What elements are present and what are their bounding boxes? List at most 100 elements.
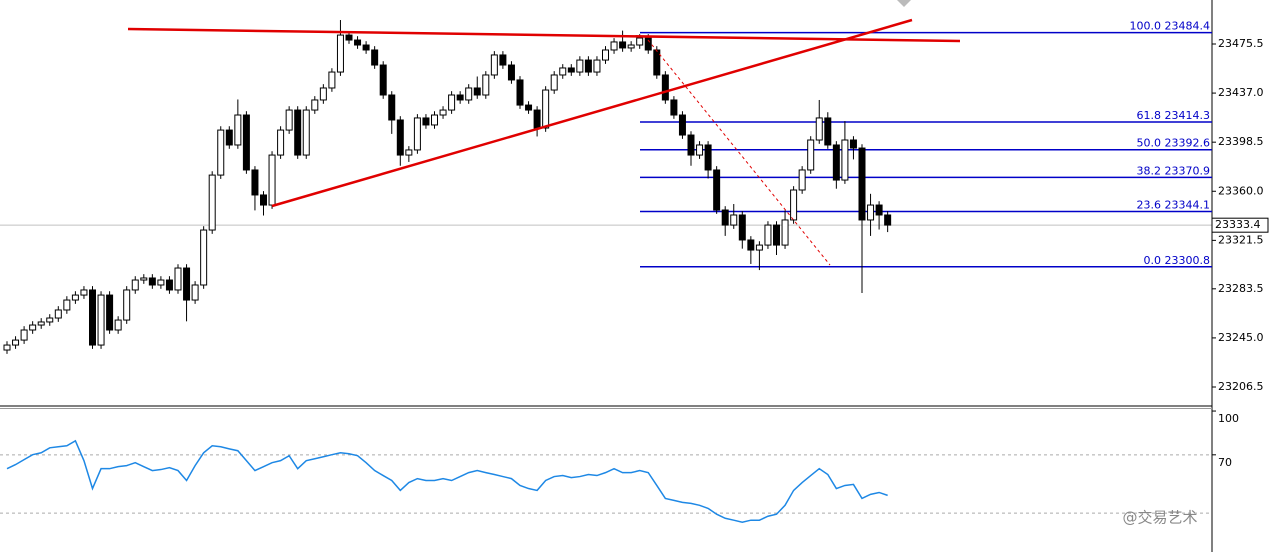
candle-body (807, 139, 815, 171)
candle-body (533, 109, 541, 129)
candle-body (490, 54, 498, 76)
candle-body (832, 144, 840, 181)
fib-label: 100.0 23484.4 (1130, 20, 1210, 33)
indicator-line (6, 439, 888, 524)
candle-body (388, 94, 396, 121)
candle-body (285, 109, 293, 131)
candle-body (336, 34, 344, 73)
candle-body (157, 279, 165, 286)
candle-body (29, 324, 37, 331)
candle-body (482, 74, 490, 96)
candle-body (54, 309, 62, 319)
candle-body (627, 44, 635, 49)
candle-body (670, 99, 678, 116)
candle-body (456, 94, 464, 101)
candle-body (525, 104, 533, 111)
candle-body (71, 294, 79, 301)
candle-body (687, 134, 695, 156)
candle-body (97, 294, 105, 346)
candle-body (704, 144, 712, 171)
current-price-box (1211, 217, 1269, 233)
candle-body (413, 117, 421, 151)
candle-body (277, 129, 285, 156)
y-tick-label: 23398.5 (1218, 135, 1264, 148)
trend-line (127, 27, 961, 43)
candle-body (225, 129, 233, 146)
candle-body (465, 87, 473, 101)
candle-body (183, 267, 191, 301)
candle-body (764, 224, 772, 246)
candle-body (208, 174, 216, 231)
candle-body (354, 39, 362, 46)
candle-body (106, 294, 114, 331)
candle-body (661, 74, 669, 101)
candle-body (89, 289, 96, 346)
candle-body (63, 299, 71, 311)
candle-body (37, 321, 45, 326)
candle-body (884, 214, 892, 226)
fib-label: 38.2 23370.9 (1137, 164, 1210, 177)
candle-body (602, 49, 609, 61)
candle-body (12, 339, 20, 346)
candle-body (773, 224, 780, 246)
candle-body (696, 144, 704, 156)
candle-body (242, 114, 250, 171)
candle-body (824, 117, 832, 146)
candle-body (439, 109, 447, 116)
y-tick-label: 70 (1218, 456, 1232, 469)
candle-body (422, 117, 430, 126)
candle-body (165, 279, 173, 291)
candle-body (499, 54, 507, 66)
candle-body (550, 74, 558, 91)
candle-body (191, 284, 199, 301)
y-tick-label: 23475.5 (1218, 37, 1264, 50)
candle-body (730, 214, 738, 226)
candle-body (798, 169, 806, 191)
fib-label: 61.8 23414.3 (1137, 109, 1210, 122)
candle-body (251, 169, 259, 196)
candle-body (328, 71, 336, 89)
y-tick-label: 23283.5 (1218, 282, 1264, 295)
candle-body (80, 289, 88, 296)
candle-body (148, 277, 156, 286)
candle-body (849, 139, 857, 149)
candle-body (345, 34, 353, 41)
candle-body (268, 154, 276, 206)
candle-body (593, 59, 601, 73)
fib-label: 0.0 23300.8 (1144, 254, 1210, 267)
candle-body (311, 99, 319, 111)
candle-body (20, 329, 28, 341)
candle-body (858, 147, 866, 221)
candle-body (371, 49, 379, 66)
watermark: @交易艺术 (1122, 509, 1197, 527)
candle-body (294, 109, 302, 156)
candle-body (174, 267, 182, 291)
candle-body (379, 64, 387, 96)
candle-body (713, 169, 721, 211)
fib-base-line (647, 39, 831, 266)
candle-body (473, 87, 481, 96)
candle-body (559, 67, 567, 76)
y-tick-label: 23437.0 (1218, 86, 1264, 99)
candle-body (790, 189, 798, 221)
fib-label: 23.6 23344.1 (1137, 199, 1210, 212)
candle-body (319, 87, 327, 101)
candle-body (396, 119, 404, 156)
candle-body (234, 114, 242, 146)
candle-body (507, 64, 515, 81)
candle-body (721, 209, 729, 226)
candle-body (302, 109, 310, 156)
candle-body (644, 37, 652, 51)
y-tick-label: 23321.5 (1218, 233, 1264, 246)
y-tick-label: 23206.5 (1218, 380, 1264, 393)
y-tick-label: 23245.0 (1218, 331, 1264, 344)
candle-body (123, 289, 131, 321)
trend-line (271, 18, 913, 208)
candle-body (114, 319, 122, 331)
candle-body (260, 194, 267, 206)
candle-body (815, 117, 823, 141)
candle-body (3, 344, 11, 351)
candle-body (747, 239, 755, 251)
